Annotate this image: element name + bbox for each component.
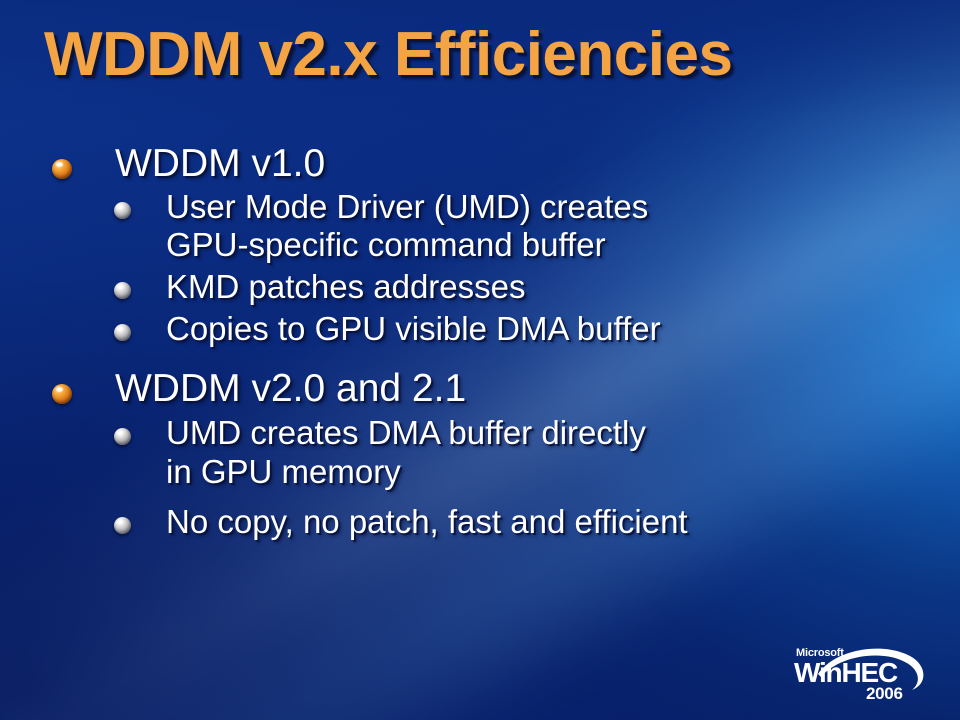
list-item: UMD creates DMA buffer directly in GPU m… (0, 414, 960, 491)
silver-sphere-bullet-icon (114, 282, 131, 300)
list-item-label: User Mode Driver (UMD) creates GPU-speci… (166, 187, 649, 263)
list-item-label: Copies to GPU visible DMA buffer (166, 310, 661, 348)
list-item: User Mode Driver (UMD) creates GPU-speci… (0, 188, 960, 265)
list-item: WDDM v1.0 (0, 142, 960, 186)
list-item-label: WDDM v1.0 (115, 142, 326, 185)
winhec-logo: Microsoft WinHEC 2006 (788, 644, 938, 706)
list-item-label: UMD creates DMA buffer directly in GPU m… (166, 414, 646, 490)
list-item-label: KMD patches addresses (166, 268, 526, 306)
slide-body-list: WDDM v1.0 User Mode Driver (UMD) creates… (0, 142, 960, 545)
logo-wordmark: WinHEC (794, 657, 898, 688)
orange-sphere-bullet-icon (52, 383, 72, 404)
logo-brand: Microsoft (796, 647, 844, 659)
silver-sphere-bullet-icon (114, 428, 131, 446)
list-item: Copies to GPU visible DMA buffer (0, 310, 960, 348)
list-item-label: No copy, no patch, fast and efficient (166, 502, 688, 540)
slide-title: WDDM v2.x Efficiencies (44, 20, 733, 89)
logo-year: 2006 (866, 684, 903, 703)
silver-sphere-bullet-icon (114, 324, 131, 342)
list-item: KMD patches addresses (0, 268, 960, 306)
swoosh-arc-icon (818, 648, 924, 690)
silver-sphere-bullet-icon (114, 201, 131, 219)
list-item-label: WDDM v2.0 and 2.1 (115, 366, 467, 410)
orange-sphere-bullet-icon (52, 159, 72, 179)
list-item: No copy, no patch, fast and efficient (0, 503, 960, 541)
list-item: WDDM v2.0 and 2.1 (0, 367, 960, 411)
silver-sphere-bullet-icon (114, 516, 131, 534)
